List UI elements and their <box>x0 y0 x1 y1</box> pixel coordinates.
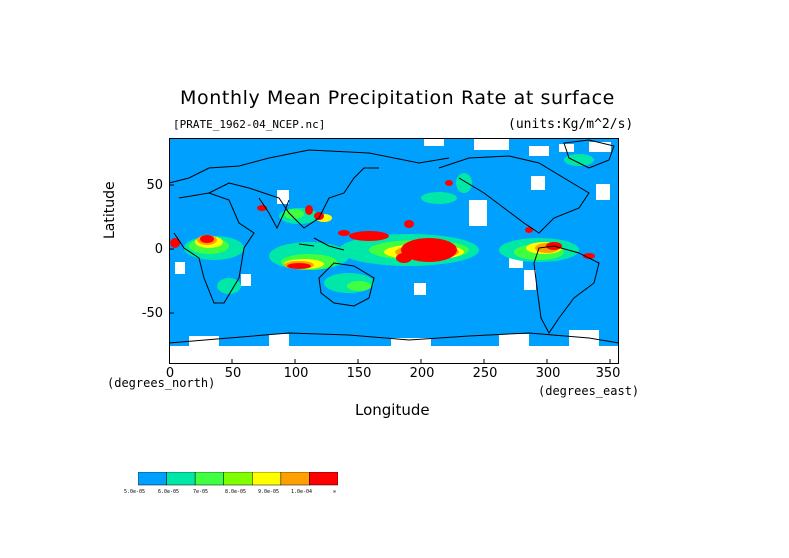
x-axis-label: Longitude <box>355 401 430 419</box>
legend-boxes <box>138 472 338 486</box>
y-axis-unit: (degrees_north) <box>107 376 216 390</box>
x-tick-label: 100 <box>283 366 309 381</box>
legend-swatch <box>138 472 167 486</box>
x-axis-unit: (degrees_east) <box>538 384 640 398</box>
legend-swatch <box>166 472 196 486</box>
color-legend <box>138 472 338 486</box>
y-axis-label: Latitude <box>102 181 118 239</box>
legend-swatch <box>223 472 253 486</box>
plot-frame <box>169 138 619 364</box>
precipitation-map <box>169 138 619 364</box>
coastlines <box>169 139 619 344</box>
x-tick-label: 150 <box>346 366 372 381</box>
legend-label: ∞ <box>333 489 337 495</box>
page-title: Monthly Mean Precipitation Rate at surfa… <box>180 87 615 109</box>
y-tick-label: 0 <box>154 242 163 257</box>
x-tick-label: 200 <box>409 366 435 381</box>
legend-label: 6.0e-05 <box>158 489 180 495</box>
missing-data-patches <box>169 138 619 364</box>
legend-swatch <box>194 472 224 486</box>
x-tick-label: 50 <box>224 366 242 381</box>
legend-label: 1.0e-04 <box>291 489 313 495</box>
legend-swatch <box>280 472 310 486</box>
y-tick-label: -50 <box>141 306 163 321</box>
legend-label: 7e-05 <box>193 489 209 495</box>
high-precip-regions <box>170 180 595 269</box>
legend-swatch <box>309 472 338 486</box>
y-tick-label: 50 <box>146 178 163 193</box>
x-tick-label: 0 <box>165 366 175 381</box>
legend-label: 9.0e-05 <box>258 489 280 495</box>
x-tick-label: 300 <box>535 366 561 381</box>
dataset-label: [PRATE_1962-04_NCEP.nc] <box>173 118 326 131</box>
legend-swatch <box>252 472 282 486</box>
units-label: (units:Kg/m^2/s) <box>508 117 634 132</box>
legend-label: 5.0e-05 <box>124 489 146 495</box>
axis-ticks <box>169 184 611 364</box>
x-tick-label: 350 <box>595 366 621 381</box>
x-tick-label: 250 <box>472 366 498 381</box>
legend-label: 8.0e-05 <box>225 489 247 495</box>
